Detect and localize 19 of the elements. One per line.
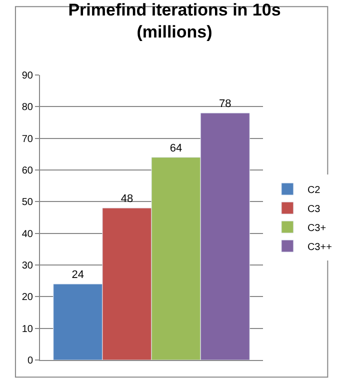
legend-label: C3+ [307,222,326,234]
data-label: 78 [218,98,232,110]
y-tick-label: 90 [22,70,34,82]
y-tick-label: 50 [22,197,34,208]
chart-title: Primefind iterations in 10s (millions) [68,0,281,42]
y-tick-label: 10 [22,324,34,335]
y-tick-label: 0 [27,356,34,366]
legend-label: C3 [307,204,321,215]
y-tick-label: 60 [22,166,34,176]
legend-label: C3++ [307,242,332,253]
y-tick-label: 70 [22,134,34,145]
y-tick-label: 30 [22,260,34,272]
data-label: 64 [170,142,182,154]
legend-label: C2 [307,184,321,196]
y-tick-label: 20 [22,292,34,304]
data-label: 48 [120,193,134,205]
y-tick-label: 80 [22,102,34,114]
y-tick-label: 40 [22,228,34,240]
data-label: 24 [72,269,84,281]
